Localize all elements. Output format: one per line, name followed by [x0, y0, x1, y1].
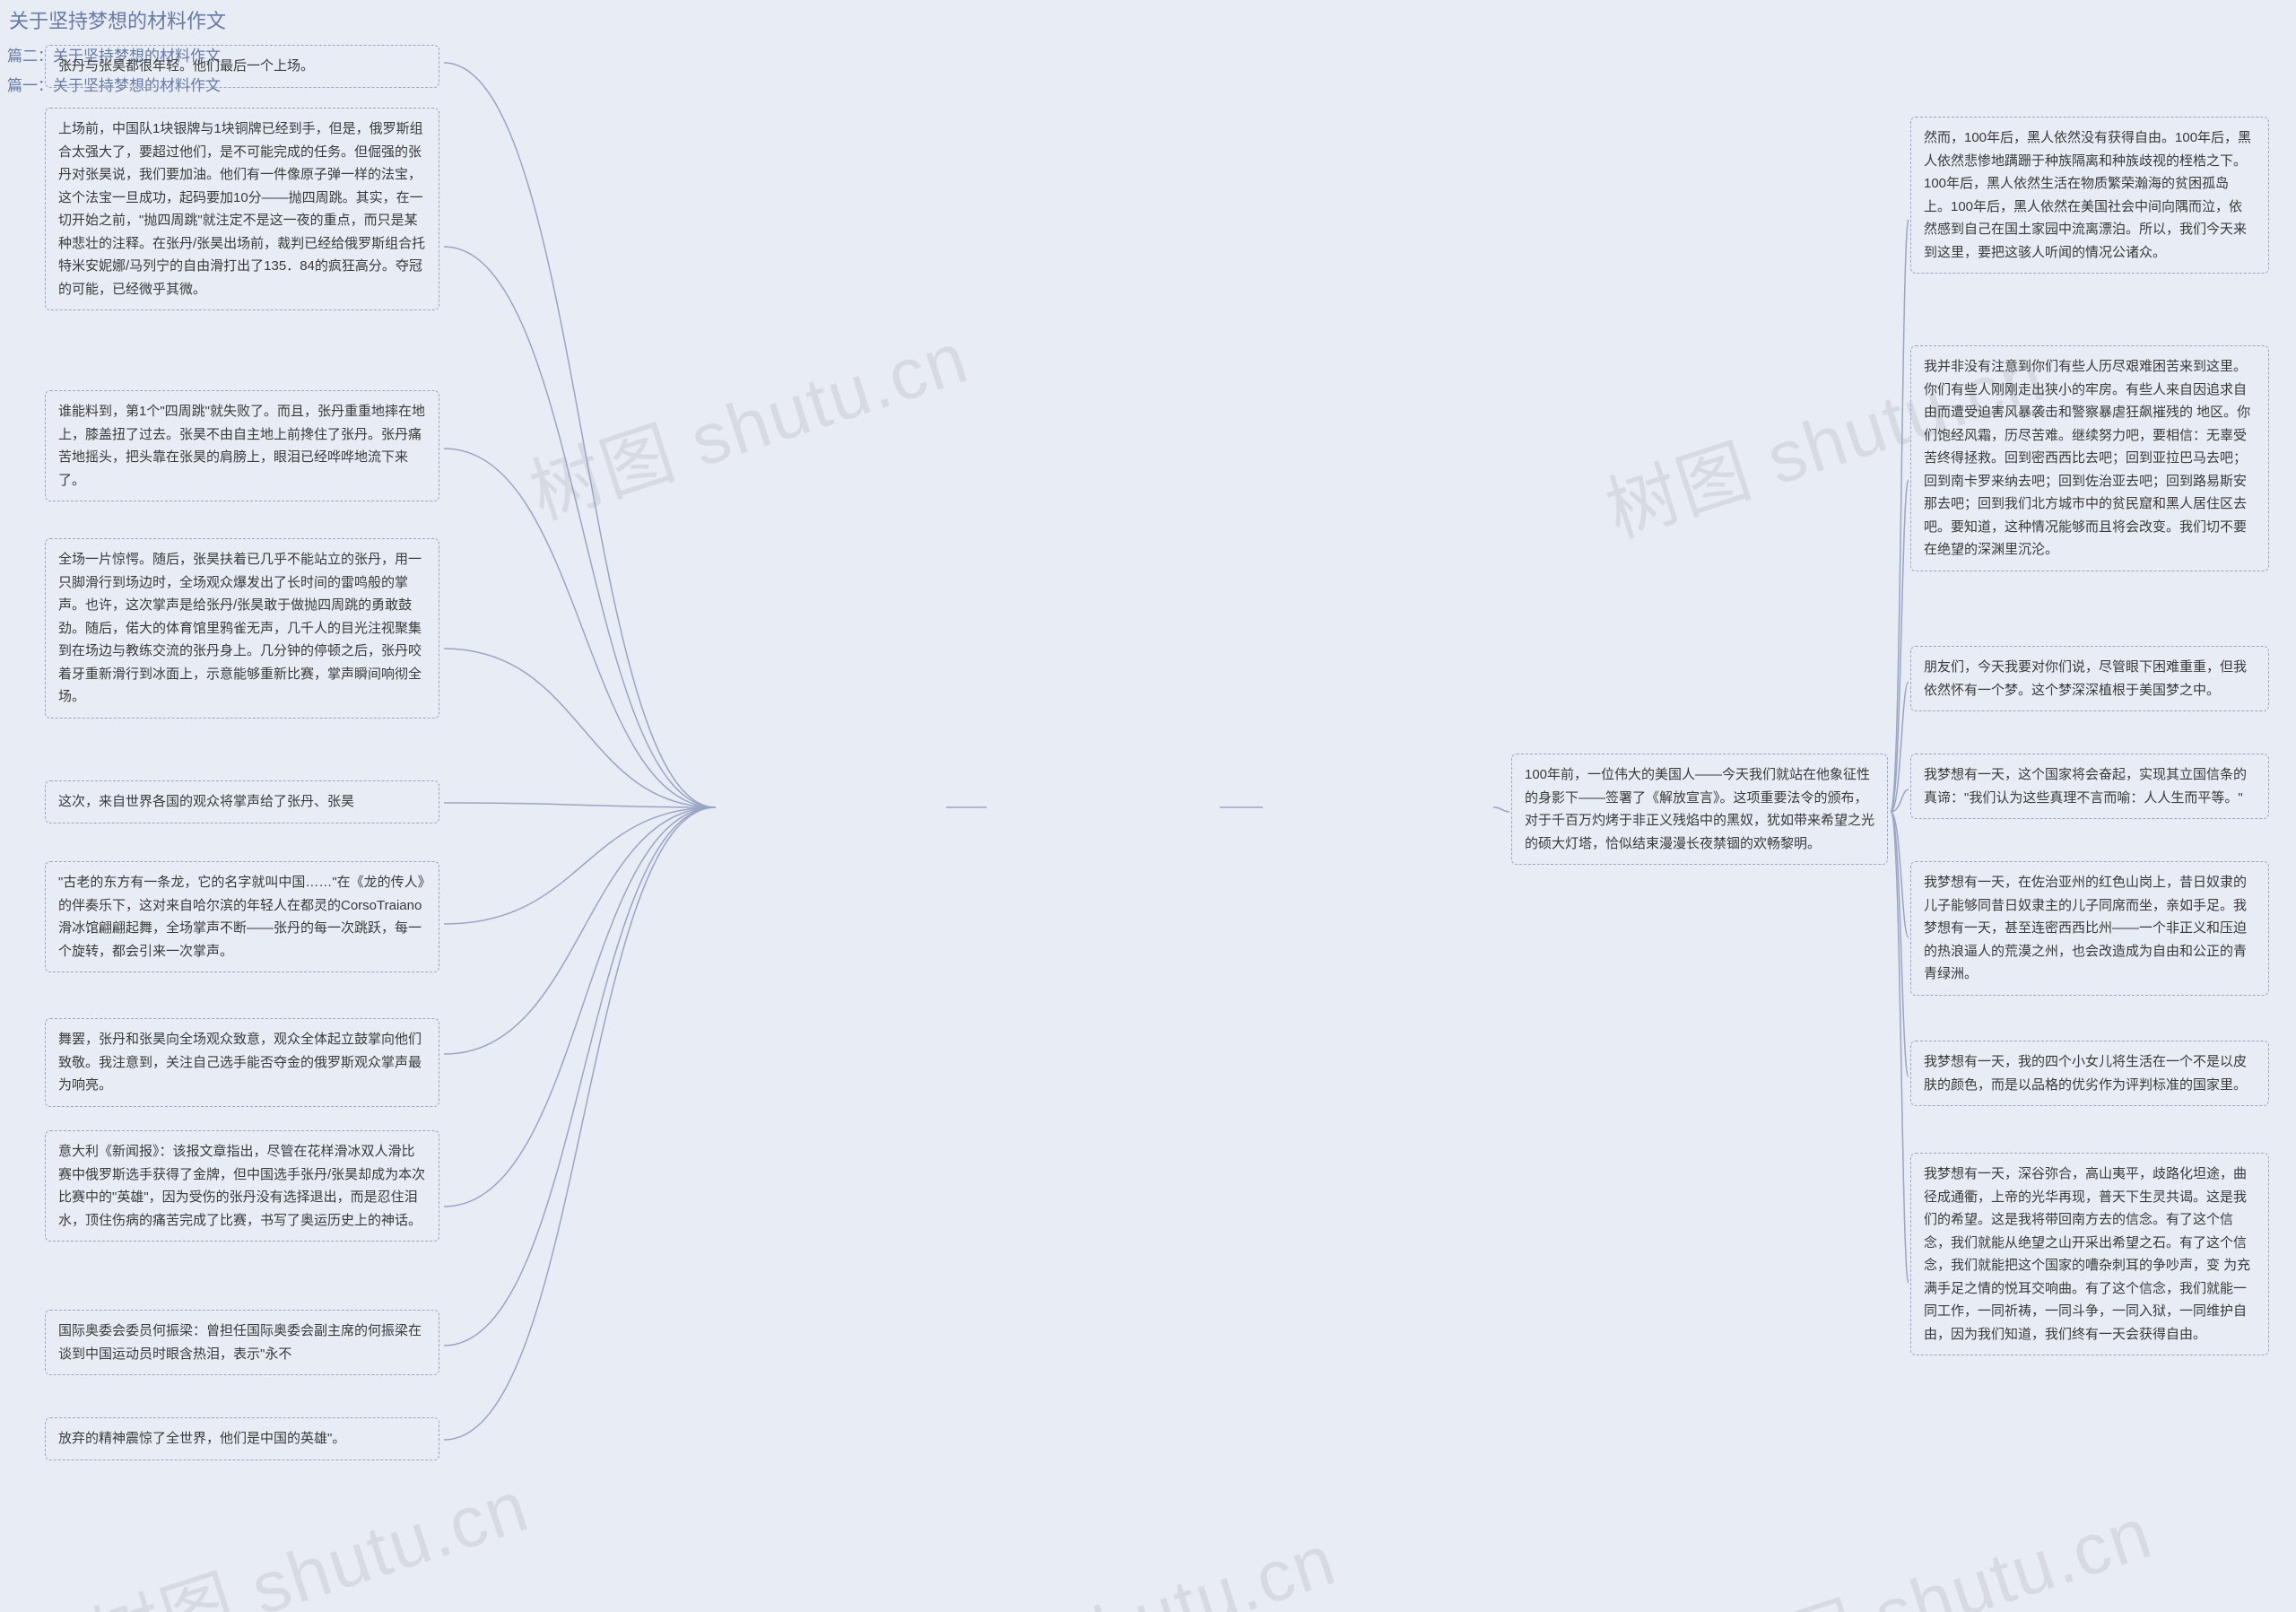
left-item-4[interactable]: 这次，来自世界各国的观众将掌声给了张丹、张昊	[45, 780, 439, 823]
left-item-5[interactable]: "古老的东方有一条龙，它的名字就叫中国……"在《龙的传人》的伴奏乐下，这对来自哈…	[45, 861, 439, 972]
right-item-4[interactable]: 我梦想有一天，在佐治亚州的红色山岗上，昔日奴隶的儿子能够同昔日奴隶主的儿子同席而…	[1910, 861, 2269, 996]
left-item-9[interactable]: 放弃的精神震惊了全世界，他们是中国的英雄"。	[45, 1417, 439, 1460]
left-item-6[interactable]: 舞罢，张丹和张昊向全场观众致意，观众全体起立鼓掌向他们致敬。我注意到，关注自己选…	[45, 1018, 439, 1107]
left-item-1[interactable]: 上场前，中国队1块银牌与1块铜牌已经到手，但是，俄罗斯组合太强大了，要超过他们，…	[45, 108, 439, 310]
left-item-0[interactable]: 张丹与张昊都很年轻。他们最后一个上场。	[45, 45, 439, 88]
left-item-8[interactable]: 国际奥委会委员何振梁：曾担任国际奥委会副主席的何振梁在谈到中国运动员时眼含热泪，…	[45, 1310, 439, 1375]
center-topic[interactable]: 关于坚持梦想的材料作文	[0, 0, 2296, 39]
watermark: 树图 shutu.cn	[75, 1449, 540, 1612]
watermark: 树图 shutu.cn	[883, 1503, 1347, 1612]
right-item-6[interactable]: 我梦想有一天，深谷弥合，高山夷平，歧路化坦途，曲径成通衢，上帝的光华再现，普天下…	[1910, 1153, 2269, 1355]
watermark: 树图 shutu.cn	[515, 301, 979, 540]
right-intro[interactable]: 100年前，一位伟大的美国人——今天我们就站在他象征性的身影下——签署了《解放宣…	[1511, 754, 1888, 865]
right-item-2[interactable]: 朋友们，今天我要对你们说，尽管眼下困难重重，但我依然怀有一个梦。这个梦深深植根于…	[1910, 646, 2269, 711]
left-item-3[interactable]: 全场一片惊愕。随后，张昊扶着已几乎不能站立的张丹，用一只脚滑行到场边时，全场观众…	[45, 538, 439, 719]
right-item-0[interactable]: 然而，100年后，黑人依然没有获得自由。100年后，黑人依然悲惨地蹒跚于种族隔离…	[1910, 117, 2269, 274]
right-item-5[interactable]: 我梦想有一天，我的四个小女儿将生活在一个不是以皮肤的颜色，而是以品格的优劣作为评…	[1910, 1041, 2269, 1106]
left-item-2[interactable]: 谁能料到，第1个"四周跳"就失败了。而且，张丹重重地摔在地上，膝盖扭了过去。张昊…	[45, 390, 439, 501]
watermark: 树图 shutu.cn	[1699, 1476, 2163, 1612]
left-item-7[interactable]: 意大利《新闻报》：该报文章指出，尽管在花样滑冰双人滑比赛中俄罗斯选手获得了金牌，…	[45, 1130, 439, 1242]
right-item-1[interactable]: 我并非没有注意到你们有些人历尽艰难困苦来到这里。你们有些人刚刚走出狭小的牢房。有…	[1910, 345, 2269, 571]
right-item-3[interactable]: 我梦想有一天，这个国家将会奋起，实现其立国信条的真谛："我们认为这些真理不言而喻…	[1910, 754, 2269, 819]
